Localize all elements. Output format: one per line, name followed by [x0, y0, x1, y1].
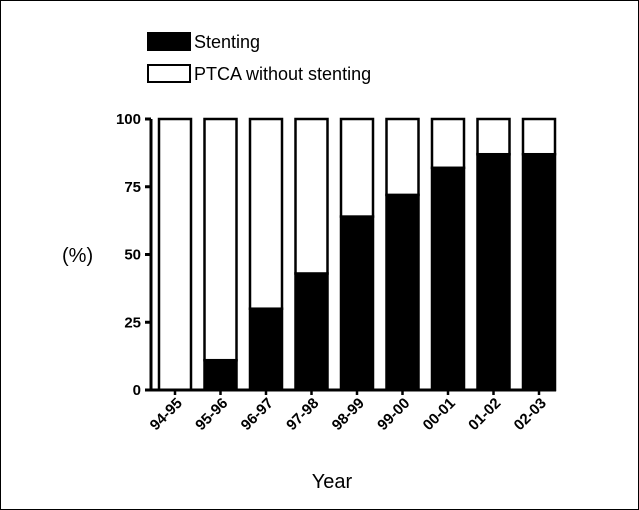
x-tick-label: 02-03	[511, 395, 550, 434]
bar-ptca-00-01	[430, 117, 466, 170]
bar-stenting-95-96	[203, 358, 238, 392]
bar-ptca-01-02	[476, 117, 511, 156]
legend-label-ptca: PTCA without stenting	[194, 64, 371, 84]
y-tick-label: 100	[116, 111, 141, 128]
y-tick-label: 0	[133, 382, 141, 399]
bar-stenting-00-01	[430, 166, 466, 392]
x-axis-title: Year	[312, 471, 353, 493]
bar-ptca-95-96	[203, 117, 238, 362]
legend: Stenting PTCA without stenting	[147, 32, 371, 84]
bar-ptca-97-98	[294, 117, 329, 275]
x-tick-label: 01-02	[465, 395, 504, 434]
y-tick-label: 50	[124, 247, 141, 264]
x-tick-label: 97-98	[283, 395, 322, 434]
bar-stenting-98-99	[339, 215, 375, 392]
bar-ptca-99-00	[385, 117, 420, 197]
y-tick-label: 25	[124, 314, 141, 331]
bars	[157, 117, 557, 392]
x-tick-label: 94-95	[147, 395, 186, 434]
bar-ptca-96-97	[248, 117, 284, 310]
bar-ptca-94-95	[157, 117, 193, 392]
x-tick-label: 00-01	[420, 395, 459, 434]
x-tick-label: 99-00	[374, 395, 413, 434]
legend-label-stenting: Stenting	[194, 32, 260, 52]
bar-stenting-99-00	[385, 193, 420, 392]
bar-ptca-98-99	[339, 117, 375, 218]
x-tick-label: 96-97	[238, 395, 277, 434]
legend-swatch-stenting	[147, 32, 191, 51]
y-axis-title: (%)	[62, 245, 93, 267]
bar-stenting-02-03	[521, 152, 557, 392]
y-tick-label: 75	[124, 179, 141, 196]
x-tick-label: 98-99	[329, 395, 368, 434]
x-tick-label: 95-96	[192, 395, 231, 434]
bar-ptca-02-03	[521, 117, 557, 156]
bar-stenting-97-98	[294, 272, 329, 392]
bar-stenting-96-97	[248, 307, 284, 392]
bar-stenting-01-02	[476, 152, 511, 392]
legend-swatch-ptca	[147, 64, 191, 83]
